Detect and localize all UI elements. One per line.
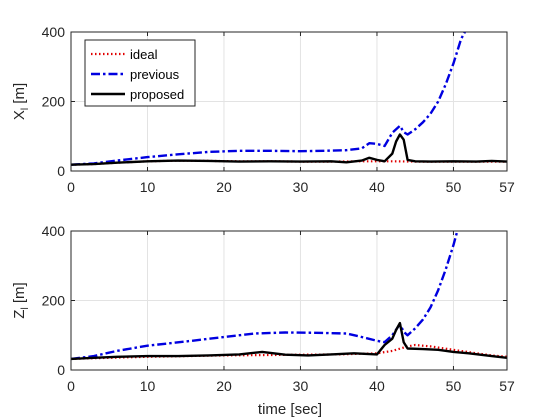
y-axis-title: Zl [m] — [11, 282, 31, 318]
plot-bottom: 0 10 20 30 40 50 57 0 200 400 Zl [m] — [11, 223, 515, 394]
x-tick-label: 50 — [446, 378, 462, 394]
x-tick-label: 20 — [216, 179, 232, 195]
series-line-proposed — [71, 133, 507, 166]
x-tick-label: 30 — [293, 179, 309, 195]
legend-label-proposed: proposed — [130, 87, 184, 102]
x-tick-label: 50 — [446, 179, 462, 195]
x-tick-label: 0 — [67, 179, 75, 195]
series-line-previous — [71, 32, 466, 166]
y-tick-label: 0 — [57, 362, 65, 378]
series-group — [71, 32, 507, 166]
y-axis-title: Xl [m] — [11, 83, 31, 120]
y-tick-label: 400 — [42, 223, 66, 239]
x-tick-label: 10 — [140, 179, 156, 195]
y-tick-label: 400 — [42, 24, 66, 40]
series-line-proposed — [71, 321, 507, 361]
plot-top: 0 10 20 30 40 50 57 0 200 400 Xl [m] ideal previous p… — [11, 24, 515, 195]
series-line-previous — [71, 231, 459, 361]
x-tick-label: 30 — [293, 378, 309, 394]
y-tick-label: 0 — [57, 163, 65, 179]
ticks: 0 10 20 30 40 50 57 0 200 400 — [42, 24, 515, 195]
series-group — [71, 231, 507, 361]
legend-label-ideal: ideal — [130, 47, 158, 62]
x-tick-label: 10 — [140, 378, 156, 394]
x-tick-label: 0 — [67, 378, 75, 394]
x-tick-label: 40 — [369, 378, 385, 394]
x-tick-label: 40 — [369, 179, 385, 195]
y-tick-label: 200 — [42, 94, 66, 110]
x-tick-label: 57 — [499, 378, 515, 394]
y-tick-label: 200 — [42, 293, 66, 309]
legend: ideal previous proposed — [84, 39, 196, 107]
x-axis-title: time [sec] — [258, 401, 322, 418]
ticks: 0 10 20 30 40 50 57 0 200 400 — [42, 223, 515, 394]
x-tick-label: 20 — [216, 378, 232, 394]
legend-label-previous: previous — [130, 67, 180, 82]
x-tick-label: 57 — [499, 179, 515, 195]
